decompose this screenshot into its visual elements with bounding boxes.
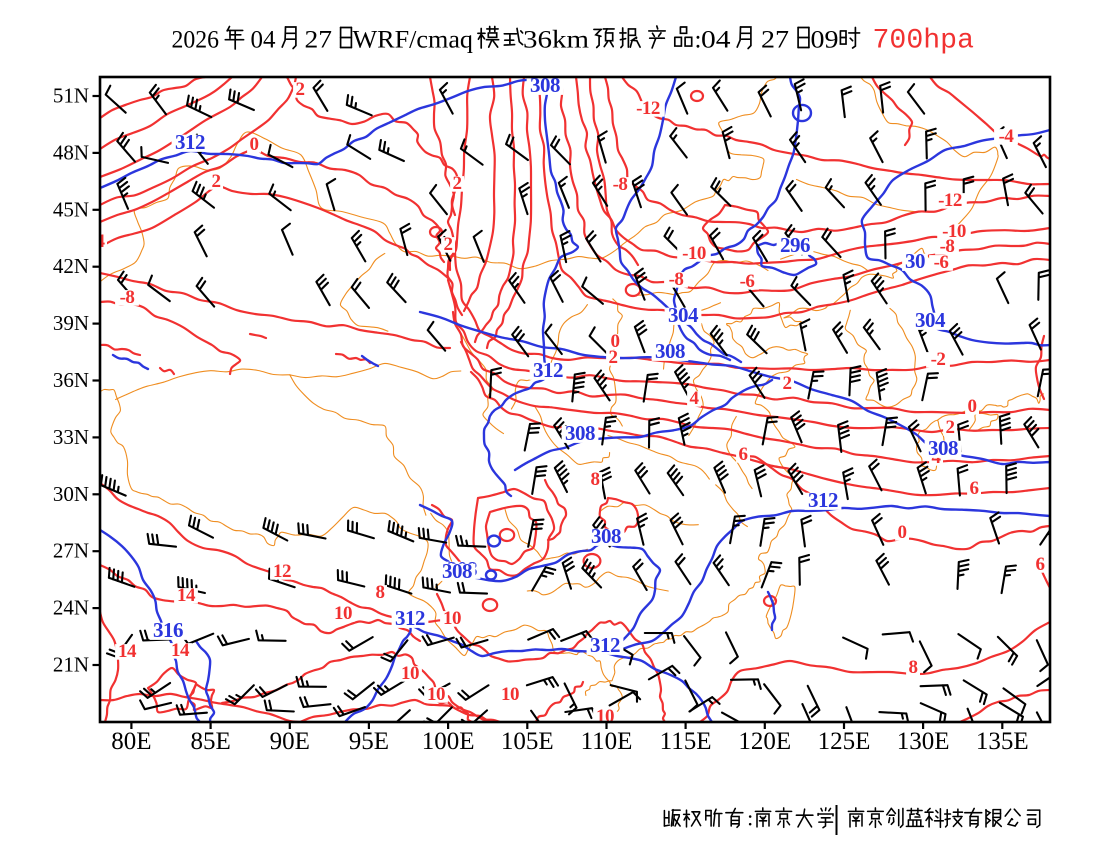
svg-text:6: 6 xyxy=(1036,554,1045,575)
svg-text:312: 312 xyxy=(533,358,563,382)
svg-text:110E: 110E xyxy=(581,728,633,755)
svg-text:30: 30 xyxy=(905,249,925,273)
svg-text:45N: 45N xyxy=(53,197,89,221)
svg-text:10: 10 xyxy=(401,663,419,684)
svg-text:36N: 36N xyxy=(53,368,89,392)
svg-text:36km: 36km xyxy=(523,27,590,54)
svg-text:2: 2 xyxy=(296,79,305,100)
svg-text:90E: 90E xyxy=(270,728,310,755)
svg-text:95E: 95E xyxy=(349,728,389,755)
svg-text:24N: 24N xyxy=(53,596,89,620)
svg-text:10: 10 xyxy=(596,706,614,727)
svg-text:85E: 85E xyxy=(190,728,230,755)
svg-text:-12: -12 xyxy=(938,190,962,211)
svg-text:308: 308 xyxy=(565,421,595,445)
svg-text:10: 10 xyxy=(427,684,445,705)
svg-text:304: 304 xyxy=(668,303,699,327)
svg-text:6: 6 xyxy=(970,478,979,499)
svg-text:27: 27 xyxy=(761,27,789,54)
svg-text:4: 4 xyxy=(690,388,700,409)
svg-text:51N: 51N xyxy=(53,84,89,108)
svg-text:-8: -8 xyxy=(669,269,684,290)
svg-text:308: 308 xyxy=(928,436,958,460)
svg-text:10: 10 xyxy=(443,608,461,629)
svg-text:-10: -10 xyxy=(682,243,706,264)
svg-text:0: 0 xyxy=(611,331,620,352)
svg-text:4: 4 xyxy=(96,231,106,252)
svg-text:2: 2 xyxy=(212,171,221,192)
svg-text:-12: -12 xyxy=(636,98,660,119)
svg-text:80E: 80E xyxy=(111,728,151,755)
svg-text:0: 0 xyxy=(968,396,977,417)
svg-text:21N: 21N xyxy=(53,653,89,677)
svg-text:14: 14 xyxy=(171,640,190,661)
svg-text:-6: -6 xyxy=(740,271,755,292)
svg-text:30N: 30N xyxy=(53,482,89,506)
svg-text:0: 0 xyxy=(250,134,259,155)
svg-text:308: 308 xyxy=(530,73,560,97)
svg-text:-8: -8 xyxy=(940,236,955,257)
svg-text:0: 0 xyxy=(898,522,907,543)
svg-text:2: 2 xyxy=(609,347,618,368)
svg-text:14: 14 xyxy=(118,641,137,662)
svg-text:115E: 115E xyxy=(660,728,712,755)
svg-text:12: 12 xyxy=(273,561,291,582)
svg-text:100E: 100E xyxy=(422,728,475,755)
svg-text:2: 2 xyxy=(783,373,792,394)
svg-text:14: 14 xyxy=(177,585,196,606)
svg-text:8: 8 xyxy=(591,469,600,490)
svg-text:125E: 125E xyxy=(818,728,871,755)
svg-text:-2: -2 xyxy=(931,349,946,370)
svg-text:8: 8 xyxy=(376,582,385,603)
svg-text:130E: 130E xyxy=(897,728,950,755)
svg-text:700hpa: 700hpa xyxy=(873,26,975,57)
svg-text:2026: 2026 xyxy=(172,27,220,54)
svg-text:308: 308 xyxy=(591,524,621,548)
svg-text:-6: -6 xyxy=(934,252,949,273)
svg-text:120E: 120E xyxy=(738,728,791,755)
svg-text:39N: 39N xyxy=(53,311,89,335)
svg-text:04: 04 xyxy=(701,27,731,54)
svg-text:-10: -10 xyxy=(942,221,966,242)
svg-text:WRF/cmaq: WRF/cmaq xyxy=(353,27,474,54)
svg-text:2: 2 xyxy=(946,417,955,438)
svg-text:8: 8 xyxy=(909,657,918,678)
svg-text:308: 308 xyxy=(655,339,685,363)
svg-text:312: 312 xyxy=(395,606,425,630)
svg-text:312: 312 xyxy=(808,488,838,512)
svg-text:312: 312 xyxy=(590,633,620,657)
svg-text:2: 2 xyxy=(444,234,453,255)
svg-text::: : xyxy=(695,27,702,54)
svg-text:27: 27 xyxy=(305,27,333,54)
svg-text:2: 2 xyxy=(453,173,462,194)
svg-text:-8: -8 xyxy=(613,174,628,195)
svg-text:04: 04 xyxy=(251,27,277,54)
svg-text:316: 316 xyxy=(153,618,183,642)
svg-text:308: 308 xyxy=(442,559,472,583)
svg-text:48N: 48N xyxy=(53,140,89,164)
svg-text:10: 10 xyxy=(334,603,352,624)
svg-text:296: 296 xyxy=(780,233,810,257)
svg-text:10: 10 xyxy=(501,684,519,705)
svg-text:304: 304 xyxy=(915,308,946,332)
svg-text:-8: -8 xyxy=(120,287,135,308)
svg-text:312: 312 xyxy=(175,130,205,154)
svg-text:135E: 135E xyxy=(976,728,1029,755)
svg-text:09: 09 xyxy=(811,27,839,54)
svg-text::: : xyxy=(747,806,753,831)
svg-text:-4: -4 xyxy=(999,126,1015,147)
svg-text:105E: 105E xyxy=(501,728,554,755)
svg-text:6: 6 xyxy=(739,444,748,465)
svg-text:42N: 42N xyxy=(53,254,89,278)
svg-text:33N: 33N xyxy=(53,425,89,449)
svg-text:27N: 27N xyxy=(53,539,89,563)
